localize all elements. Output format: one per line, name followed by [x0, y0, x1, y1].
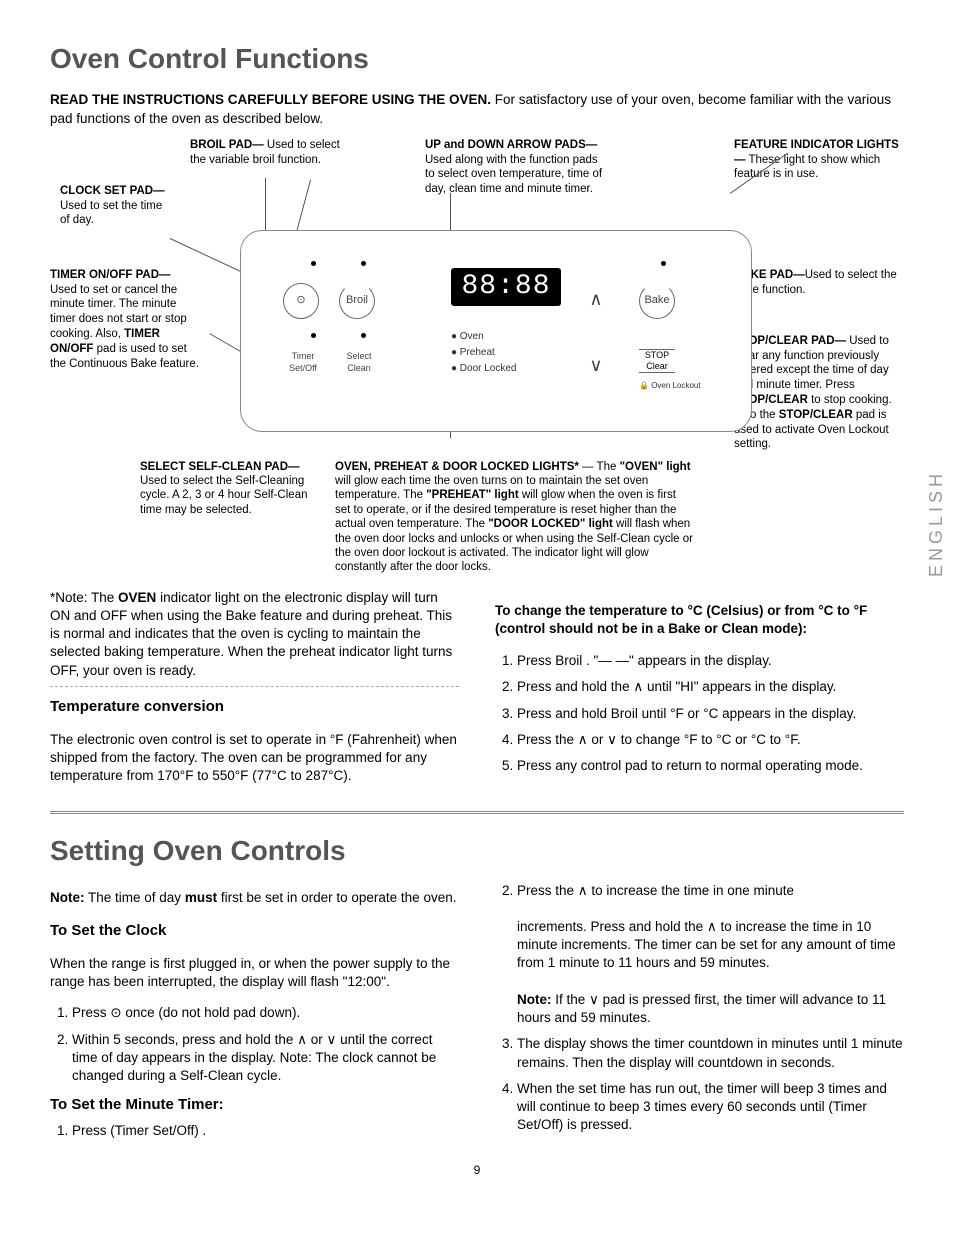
temp-conversion-title: Temperature conversion [50, 697, 459, 717]
timer-pad[interactable]: Timer Set/Off [283, 349, 323, 377]
oven-control-panel: ⊙ Broil 88:88 ∧ Bake Timer Set/Off Selec… [240, 230, 752, 432]
down-arrow-pad[interactable]: ∨ [579, 349, 613, 383]
section2-title: Setting Oven Controls [50, 832, 904, 870]
broil-pad[interactable]: Broil [339, 283, 375, 319]
set-clock-body: When the range is first plugged in, or w… [50, 955, 459, 991]
oven-note: *Note: The OVEN indicator light on the e… [50, 589, 459, 687]
bake-pad[interactable]: Bake [639, 283, 675, 319]
set-timer-title: To Set the Minute Timer: [50, 1095, 459, 1115]
clock-pad[interactable]: ⊙ [283, 283, 319, 319]
callout-select-clean: SELECT SELF-CLEAN PAD— Used to select th… [140, 460, 315, 575]
list-item: Press and hold the ∧ until "HI" appears … [517, 678, 904, 696]
temp-conversion-body: The electronic oven control is set to op… [50, 731, 459, 786]
oven-light-label: ● Oven [451, 331, 484, 344]
callout-bake: BAKE PAD—Used to select the bake functio… [734, 268, 904, 298]
list-item: Within 5 seconds, press and hold the ∧ o… [72, 1031, 459, 1086]
section2-note: Note: The time of day must first be set … [50, 889, 459, 907]
lcd-display: 88:88 [451, 268, 561, 306]
callout-broil: BROIL PAD— Used to select the variable b… [190, 138, 350, 168]
set-clock-title: To Set the Clock [50, 921, 459, 941]
intro-paragraph: READ THE INSTRUCTIONS CAREFULLY BEFORE U… [50, 91, 904, 127]
intro-bold: READ THE INSTRUCTIONS CAREFULLY BEFORE U… [50, 92, 491, 107]
list-item: Press (Timer Set/Off) . [72, 1122, 459, 1140]
door-locked-light-label: ● Door Locked [451, 363, 516, 376]
list-item: Press and hold Broil until °F or °C appe… [517, 705, 904, 723]
callout-arrows: UP and DOWN ARROW PADS— Used along with … [425, 138, 605, 197]
below-diagram-callouts: SELECT SELF-CLEAN PAD— Used to select th… [50, 460, 904, 575]
section-title: Oven Control Functions [50, 40, 904, 78]
oven-lockout-label: 🔒 Oven Lockout [639, 381, 701, 391]
list-item: Press the ∧ to increase the time in one … [517, 882, 904, 1028]
page-number: 9 [0, 1162, 954, 1178]
list-item: Press ⊙ once (do not hold pad down). [72, 1004, 459, 1022]
set-timer-steps-right: Press the ∧ to increase the time in one … [495, 882, 904, 1135]
set-timer-steps-left: Press (Timer Set/Off) . [50, 1122, 459, 1140]
list-item: The display shows the timer countdown in… [517, 1035, 904, 1071]
body-columns-2: Note: The time of day must first be set … [50, 876, 904, 1148]
section-divider [50, 811, 904, 814]
callout-feature: FEATURE INDICATOR LIGHTS— These light to… [734, 138, 904, 182]
callout-timer: TIMER ON/OFF PAD— Used to set or cancel … [50, 268, 200, 372]
list-item: When the set time has run out, the timer… [517, 1080, 904, 1135]
up-arrow-pad[interactable]: ∧ [579, 283, 613, 317]
preheat-light-label: ● Preheat [451, 347, 495, 360]
list-item: Press the ∧ or ∨ to change °F to °C or °… [517, 731, 904, 749]
set-clock-steps: Press ⊙ once (do not hold pad down). Wit… [50, 1004, 459, 1085]
select-clean-pad[interactable]: Select Clean [339, 349, 379, 377]
language-side-label: ENGLISH [924, 470, 948, 577]
stop-clear-pad[interactable]: STOP Clear [639, 349, 675, 374]
temp-change-steps: Press Broil . "— —" appears in the displ… [495, 652, 904, 775]
callout-stop: STOP/CLEAR PAD— Used to clear any functi… [734, 334, 904, 452]
control-panel-diagram: BROIL PAD— Used to select the variable b… [50, 138, 904, 448]
callout-clock: CLOCK SET PAD— Used to set the time of d… [60, 184, 170, 228]
list-item: Press Broil . "— —" appears in the displ… [517, 652, 904, 670]
temp-change-title: To change the temperature to °C (Celsius… [495, 602, 904, 638]
list-item: Press any control pad to return to norma… [517, 757, 904, 775]
body-columns-1: *Note: The OVEN indicator light on the e… [50, 589, 904, 799]
callout-indicator-lights: OVEN, PREHEAT & DOOR LOCKED LIGHTS* — Th… [335, 460, 694, 575]
